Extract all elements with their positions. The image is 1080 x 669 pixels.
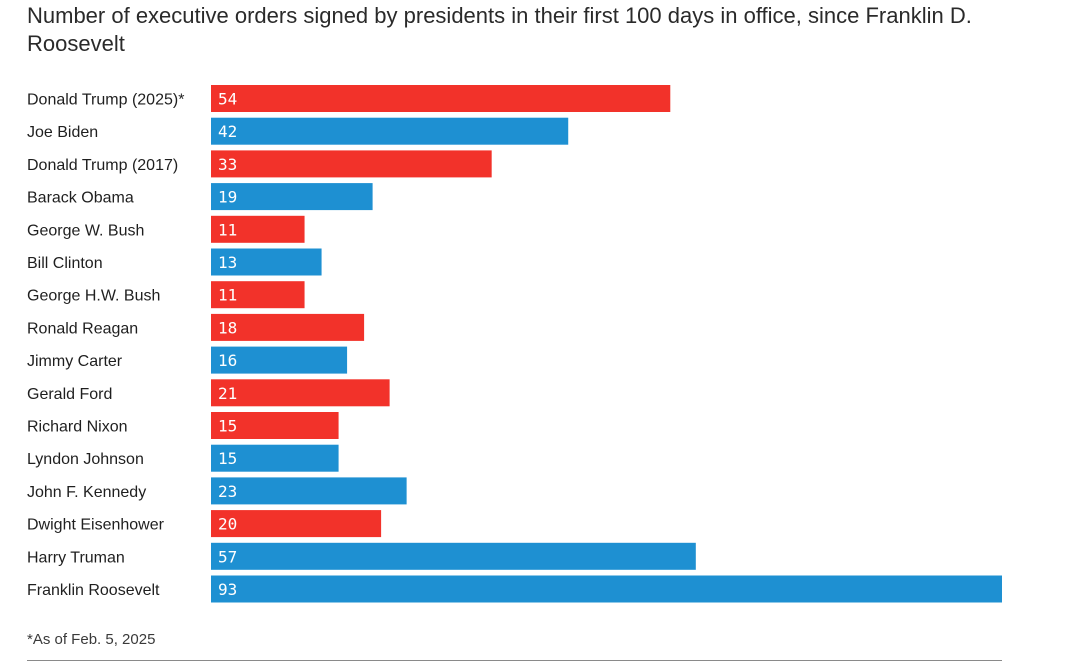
category-label: Lyndon Johnson <box>27 451 144 468</box>
bar <box>211 313 365 341</box>
category-label: Gerald Ford <box>27 386 112 403</box>
data-label: 20 <box>218 515 237 534</box>
data-label: 11 <box>218 220 237 239</box>
category-label: George W. Bush <box>27 222 144 239</box>
bar-row-lyndon-johnson: Lyndon Johnson 15 <box>27 444 339 472</box>
data-label: 93 <box>218 580 237 599</box>
bar <box>211 444 339 472</box>
bar-row-richard-nixon: Richard Nixon 15 <box>27 412 339 439</box>
category-label: Bill Clinton <box>27 255 103 272</box>
category-label: George H.W. Bush <box>27 288 160 305</box>
data-label: 57 <box>218 547 237 566</box>
category-label: Jimmy Carter <box>27 353 123 370</box>
bar <box>211 215 305 243</box>
data-label: 16 <box>218 351 237 370</box>
bar-row-joe-biden: Joe Biden 42 <box>27 117 569 145</box>
category-label: Donald Trump (2017) <box>27 157 178 174</box>
data-label: 42 <box>218 122 237 141</box>
bar <box>211 542 696 570</box>
bar <box>211 477 407 505</box>
bar <box>211 412 339 439</box>
footnote: *As of Feb. 5, 2025 <box>27 631 156 648</box>
data-label: 54 <box>218 90 237 109</box>
bar <box>211 379 390 407</box>
bar-row-franklin-roosevelt: Franklin Roosevelt 93 <box>27 575 1002 603</box>
data-label: 13 <box>218 253 237 272</box>
bar-row-john-f-kennedy: John F. Kennedy 23 <box>27 477 407 505</box>
bar-row-jimmy-carter: Jimmy Carter 16 <box>27 346 348 374</box>
data-label: 21 <box>218 384 237 403</box>
data-label: 15 <box>218 449 237 468</box>
bar-row-bill-clinton: Bill Clinton 13 <box>27 248 322 276</box>
bar-row-donald-trump-2017: Donald Trump (2017) 33 <box>27 150 492 178</box>
bar <box>211 150 492 178</box>
category-label: Franklin Roosevelt <box>27 582 160 599</box>
bar-row-gerald-ford: Gerald Ford 21 <box>27 379 390 407</box>
bar <box>211 248 322 276</box>
bar <box>211 510 382 538</box>
category-label: Donald Trump (2025)* <box>27 92 184 109</box>
data-label: 23 <box>218 482 237 501</box>
category-label: John F. Kennedy <box>27 484 146 501</box>
category-label: Joe Biden <box>27 124 98 141</box>
bar <box>211 85 671 112</box>
bar-row-dwight-eisenhower: Dwight Eisenhower 20 <box>27 510 382 538</box>
category-label: Harry Truman <box>27 549 125 566</box>
data-label: 33 <box>218 155 237 174</box>
bar-row-george-h-w-bush: George H.W. Bush 11 <box>27 281 305 309</box>
bar <box>211 281 305 309</box>
bar <box>211 346 348 374</box>
chart-title: Number of executive orders signed by pre… <box>27 3 972 56</box>
bar-row-harry-truman: Harry Truman 57 <box>27 542 696 570</box>
bar <box>211 117 569 145</box>
category-label: Dwight Eisenhower <box>27 517 165 534</box>
data-label: 15 <box>218 417 237 436</box>
bar-row-george-w-bush: George W. Bush 11 <box>27 215 305 243</box>
category-label: Barack Obama <box>27 190 134 207</box>
bar-row-donald-trump-2025: Donald Trump (2025)* 54 <box>27 85 671 112</box>
bar <box>211 183 373 211</box>
category-label: Ronald Reagan <box>27 320 138 337</box>
data-label: 18 <box>218 318 237 337</box>
bar <box>211 575 1002 603</box>
data-label: 19 <box>218 188 237 207</box>
data-label: 11 <box>218 286 237 305</box>
category-label: Richard Nixon <box>27 419 127 436</box>
bar-row-ronald-reagan: Ronald Reagan 18 <box>27 313 365 341</box>
bar-row-barack-obama: Barack Obama 19 <box>27 183 373 211</box>
bottom-rule <box>27 660 1002 661</box>
